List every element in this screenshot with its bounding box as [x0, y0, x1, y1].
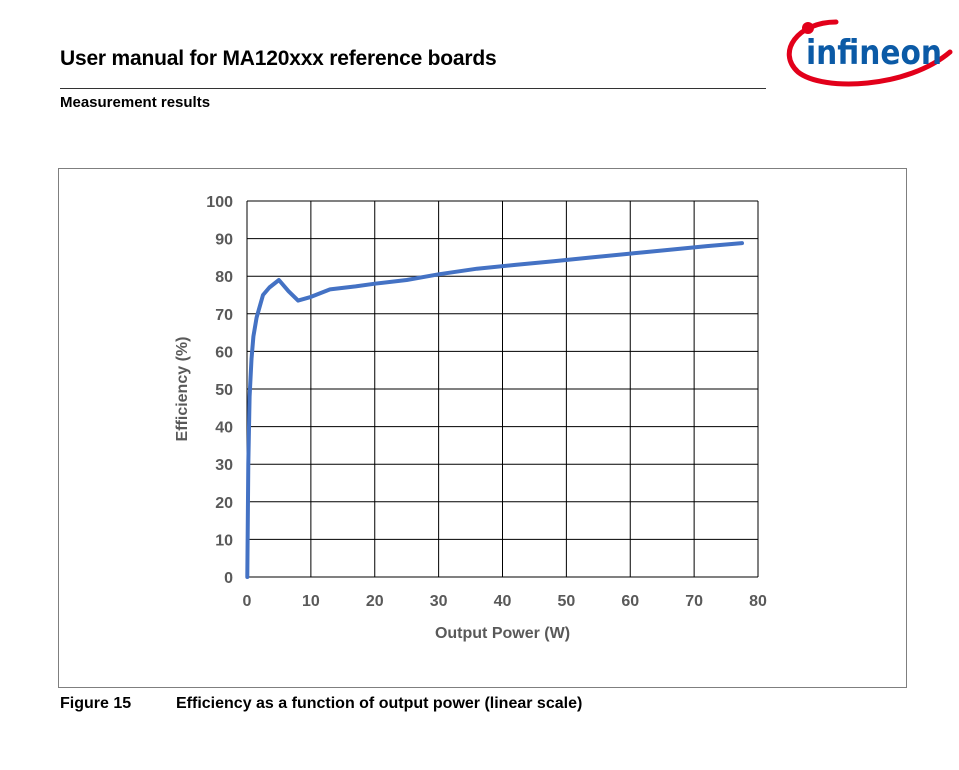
document-title: User manual for MA120xxx reference board… — [60, 47, 497, 70]
efficiency-chart: 0 10 20 30 40 50 60 70 80 90 100 0 10 20 30 40 50 60 70 80… — [174, 194, 767, 642]
y-axis-label: Efficiency (%) — [174, 337, 191, 442]
x-tick-label: 60 — [621, 593, 639, 610]
y-tick-label: 80 — [215, 269, 233, 286]
figure-caption: Efficiency as a function of output power… — [176, 695, 583, 712]
x-tick-label: 80 — [749, 593, 767, 610]
x-tick-label: 30 — [430, 593, 448, 610]
header-rule — [60, 88, 766, 89]
y-tick-label: 70 — [215, 307, 233, 324]
y-tick-label: 90 — [215, 232, 233, 249]
section-title: Measurement results — [60, 94, 211, 111]
y-tick-label: 60 — [215, 344, 233, 361]
y-tick-label: 40 — [215, 420, 233, 437]
y-tick-label: 100 — [206, 194, 233, 211]
x-tick-labels: 0 10 20 30 40 50 60 70 80 — [243, 593, 767, 610]
x-tick-label: 20 — [366, 593, 384, 610]
x-tick-label: 10 — [302, 593, 320, 610]
gridlines — [246, 200, 759, 578]
y-tick-label: 30 — [215, 457, 233, 474]
y-tick-label: 20 — [215, 495, 233, 512]
infineon-logo: infineon — [786, 19, 953, 87]
logo-text: infineon — [806, 33, 942, 73]
y-tick-label: 10 — [215, 532, 233, 549]
y-tick-label: 50 — [215, 382, 233, 399]
x-tick-label: 70 — [685, 593, 703, 610]
x-tick-label: 0 — [243, 593, 252, 610]
y-tick-labels: 0 10 20 30 40 50 60 70 80 90 100 — [206, 194, 233, 587]
logo-dot-icon — [802, 22, 814, 34]
y-tick-label: 0 — [224, 570, 233, 587]
chart-frame: 0 10 20 30 40 50 60 70 80 90 100 0 10 20 30 40 50 60 70 80… — [58, 168, 907, 688]
efficiency-series-line — [245, 241, 744, 579]
x-tick-label: 50 — [557, 593, 575, 610]
x-tick-label: 40 — [494, 593, 512, 610]
x-axis-label: Output Power (W) — [435, 625, 570, 642]
figure-number: Figure 15 — [60, 695, 132, 712]
